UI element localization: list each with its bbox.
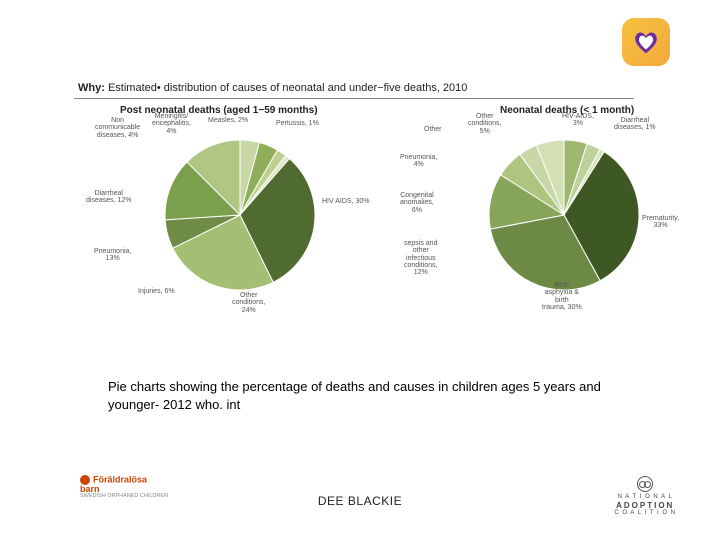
left-pie-svg <box>90 120 380 320</box>
footer-right-logo-l3: C O A L I T I O N <box>614 510 676 517</box>
footer-left-logo-icon <box>80 475 90 485</box>
pie-slice-label: sepsis and other infectious conditions, … <box>404 240 437 277</box>
pie-slice-label: Pertussis, 1% <box>276 120 319 127</box>
title-divider <box>74 98 634 99</box>
footer-right-logo-l2: ADOPTION <box>614 501 676 510</box>
footer-right-logo-icon <box>637 476 653 492</box>
pie-slice-label: Non communicable diseases, 4% <box>95 117 140 139</box>
brand-badge <box>622 18 670 66</box>
right-pie-svg <box>392 120 672 320</box>
figure-caption: Pie charts showing the percentage of dea… <box>108 378 628 413</box>
pie-slice-label: Pneumonia, 13% <box>94 248 131 263</box>
figure-title-rest: Estimated• distribution of causes of neo… <box>105 82 468 94</box>
pie-slice-label: Other <box>424 126 442 133</box>
pie-slice-label: Other conditions, 24% <box>232 292 265 314</box>
pie-slice-label: Injuries, 6% <box>138 288 175 295</box>
figure-title: Why: Estimated• distribution of causes o… <box>78 82 467 94</box>
footer-left-logo-l1: Föräldralösa <box>93 474 147 484</box>
pie-slice-label: Congenital anomalies, 6% <box>400 192 434 214</box>
pie-slice-label: Other conditions, 5% <box>468 113 501 135</box>
pie-slice-label: Measles, 2% <box>208 117 248 124</box>
footer-right-logo-l1: N A T I O N A L <box>614 494 676 501</box>
pie-slice-label: Diarrheal diseases, 12% <box>86 190 132 205</box>
pie-slice-label: HIV AIDS, 30% <box>322 198 369 205</box>
pie-slice-label: Prematurity, 33% <box>642 215 679 230</box>
left-pie-chart: Non communicable diseases, 4%Meningitis/… <box>90 120 380 320</box>
right-pie-chart: Other conditions, 5%HIV-AIDS, 3%Diarrhea… <box>392 120 672 320</box>
pie-slice-label: Pneumonia, 4% <box>400 154 437 169</box>
pie-slice-label: Diarrheal diseases, 1% <box>614 117 656 132</box>
footer-author: DEE BLACKIE <box>0 494 720 508</box>
heart-icon <box>631 27 661 57</box>
figure-title-prefix: Why: <box>78 82 105 94</box>
pie-slice-label: Meningitis/ encephalitis, 4% <box>152 113 191 135</box>
left-chart-subtitle: Post neonatal deaths (aged 1−59 months) <box>120 105 318 116</box>
pie-slice-label: HIV-AIDS, 3% <box>562 113 594 128</box>
footer-right-logo: N A T I O N A L ADOPTION C O A L I T I O… <box>614 476 676 517</box>
pie-slice-label: Birth asphyxia & birth trauma, 30% <box>542 282 582 311</box>
